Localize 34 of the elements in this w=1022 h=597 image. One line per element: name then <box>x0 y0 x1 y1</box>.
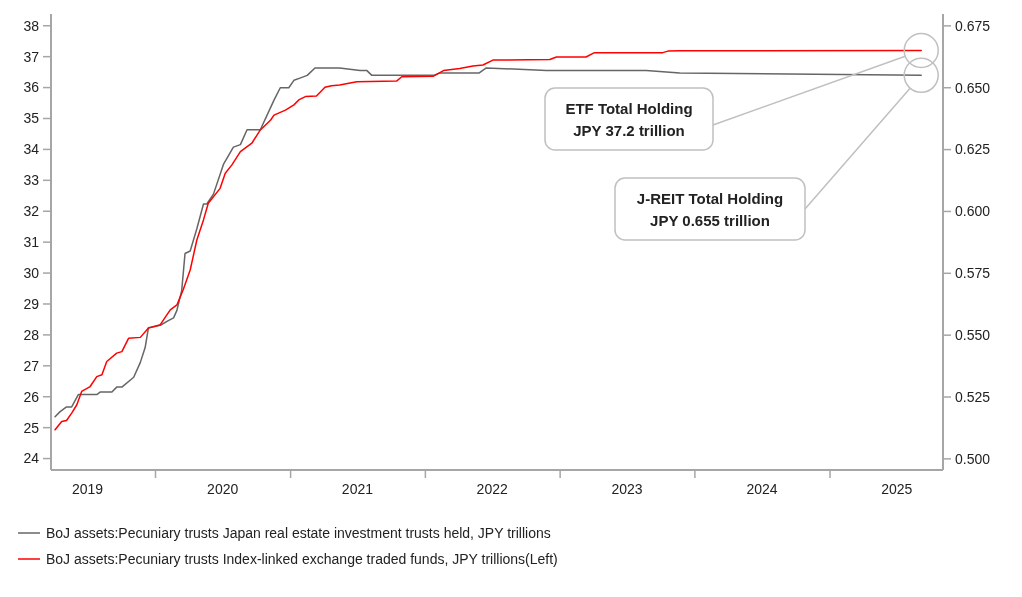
y-tick-label: 33 <box>23 172 40 189</box>
y-tick-label: 24 <box>23 450 40 467</box>
x-tick-label: 2021 <box>341 481 374 497</box>
y-tick-label: 36 <box>23 79 40 96</box>
y2-tick-label: 0.575 <box>955 265 991 282</box>
y-tick-label: 26 <box>23 388 40 405</box>
y-tick-label: 28 <box>23 326 40 343</box>
y-tick-label: 38 <box>23 17 40 34</box>
y-tick-label: 35 <box>23 110 40 127</box>
y-tick-label: 31 <box>23 234 40 251</box>
y2-tick-label: 0.500 <box>955 450 991 467</box>
y2-tick-label: 0.650 <box>955 79 991 96</box>
x-tick-label: 2024 <box>746 481 778 497</box>
x-tick-label: 2025 <box>881 481 913 497</box>
y2-tick-label: 0.675 <box>955 17 991 34</box>
x-tick-label: 2023 <box>611 481 643 497</box>
annotation: ETF Total Holding JPY 37.2 trillion <box>565 100 693 139</box>
y-tick-label: 27 <box>23 357 40 374</box>
x-tick-label: 2020 <box>207 481 239 497</box>
y2-tick-label: 0.625 <box>955 141 991 158</box>
y-tick-label: 37 <box>23 48 40 65</box>
legend-label: BoJ assets:Pecuniary trusts Japan real estate investment trusts held, JPY trillions <box>46 524 551 541</box>
y-tick-label: 29 <box>23 295 40 312</box>
y-tick-label: 32 <box>23 203 40 220</box>
y-tick-label: 30 <box>23 264 40 281</box>
x-tick-label: 2019 <box>71 481 104 497</box>
y2-tick-label: 0.525 <box>955 388 991 405</box>
y2-tick-label: 0.600 <box>955 203 991 220</box>
legend-label: BoJ assets:Pecuniary trusts Index-linked exchange traded funds, JPY trillions(Left) <box>46 550 558 567</box>
annotation: J-REIT Total Holding JPY 0.655 trillion <box>636 190 784 229</box>
y-tick-label: 25 <box>23 419 40 436</box>
y2-tick-label: 0.550 <box>955 327 991 344</box>
y-tick-label: 34 <box>23 141 40 158</box>
x-tick-label: 2022 <box>476 481 508 497</box>
